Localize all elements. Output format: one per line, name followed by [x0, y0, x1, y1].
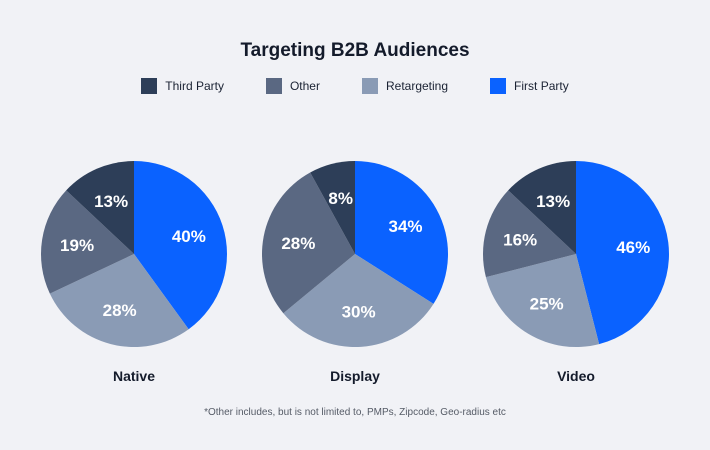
legend-label: Other	[289, 79, 320, 93]
legend-label: Third Party	[165, 79, 224, 93]
pie-slice-other	[41, 190, 134, 294]
legend-item-first-party: First Party	[490, 78, 569, 94]
legend-swatch	[361, 78, 378, 94]
legend-item-third-party: Third Party	[141, 78, 224, 94]
legend-swatch	[265, 78, 282, 94]
data-label: 28%	[281, 234, 315, 253]
pie-slice-retargeting	[49, 254, 189, 347]
pie-slice-third-party	[310, 161, 355, 254]
legend-swatch	[141, 78, 158, 94]
pie-slice-third-party	[508, 161, 576, 254]
pie-slice-other	[261, 172, 355, 314]
legend-label: Retargeting	[385, 79, 449, 93]
data-label: 16%	[503, 231, 537, 250]
legend-item-other: Other	[265, 78, 320, 94]
legend-item-retargeting: Retargeting	[361, 78, 449, 94]
data-label: 8%	[328, 189, 353, 208]
chart-title: Targeting B2B Audiences	[240, 40, 470, 61]
legend: Third Party Other Retargeting First Part…	[0, 78, 710, 94]
pie-slice-first-party	[134, 161, 227, 330]
legend-swatch	[490, 78, 507, 94]
data-label: 13%	[94, 192, 128, 211]
legend-label: First Party	[514, 79, 569, 93]
data-label: 34%	[389, 217, 423, 236]
footnote: *Other includes, but is not limited to, …	[204, 407, 506, 418]
pie-title: Native	[113, 368, 155, 384]
pie-title: Video	[557, 368, 595, 384]
data-label: 28%	[103, 301, 137, 320]
data-label: 19%	[60, 236, 94, 255]
pie-slice-other	[482, 190, 576, 278]
pie-slice-retargeting	[485, 254, 600, 347]
data-label: 13%	[536, 192, 570, 211]
pie-slice-first-party	[576, 161, 669, 345]
data-label: 25%	[530, 295, 564, 314]
pie-slice-retargeting	[283, 254, 434, 347]
data-label: 40%	[172, 227, 206, 246]
pie-slice-first-party	[355, 161, 448, 304]
pie-title: Display	[330, 368, 380, 384]
data-label: 46%	[616, 238, 650, 257]
data-label: 30%	[342, 303, 376, 322]
pie-slice-third-party	[66, 161, 134, 254]
